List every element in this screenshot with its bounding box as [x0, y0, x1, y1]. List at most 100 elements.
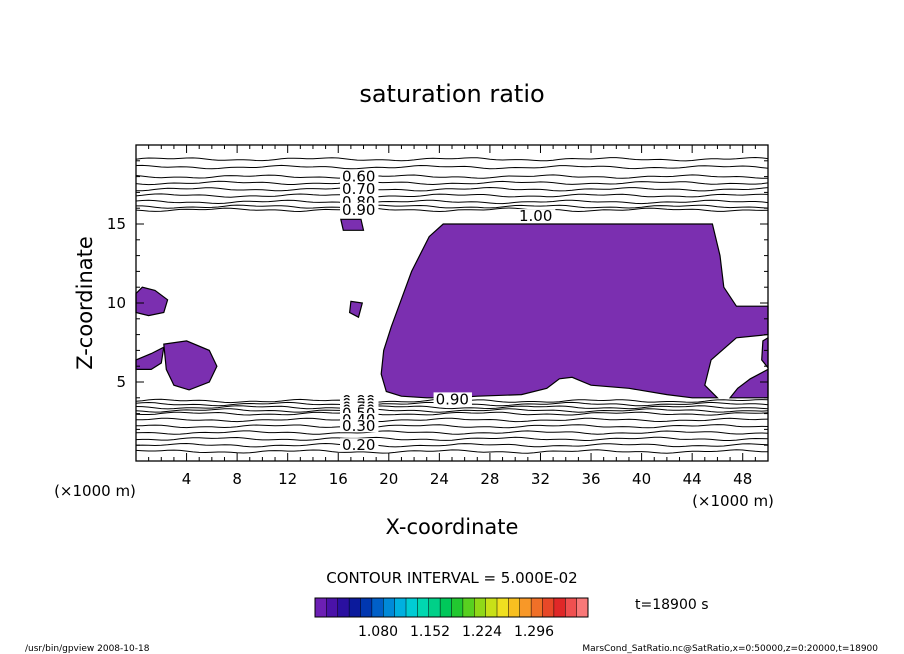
contour-lower-9 — [135, 442, 769, 448]
colorbar-cell — [519, 598, 532, 617]
x-tick-label: 16 — [329, 470, 348, 488]
contour-lower-8 — [135, 436, 769, 442]
contour-label-2-bg — [433, 392, 472, 406]
region-4 — [163, 340, 218, 391]
region-2 — [135, 286, 169, 317]
contour-lower-10 — [135, 449, 768, 454]
contour-label-lower-9-bg — [340, 438, 379, 452]
colorbar-cell — [360, 598, 373, 617]
chart-title: saturation ratio — [359, 80, 544, 108]
colorbar-tick-label: 1.296 — [514, 624, 554, 640]
colorbar-cell — [542, 598, 555, 617]
x-tick-label: 20 — [379, 470, 398, 488]
contour-lower-7 — [135, 430, 769, 435]
colorbar-cell — [394, 598, 407, 617]
colorbar-ticks: 1.080 1.152 1.224 1.296 — [358, 624, 554, 640]
contour-label-lower-9: 0.20 — [342, 436, 375, 454]
contour-label-upper-2-bg — [340, 169, 379, 183]
x-tick-label: 4 — [182, 470, 192, 488]
x-tick-label: 48 — [733, 470, 752, 488]
contour-upper-3 — [135, 180, 769, 186]
colorbar-cell — [383, 598, 396, 617]
colorbar-tick-label: 1.224 — [462, 624, 502, 640]
contour-lower-6 — [135, 424, 769, 429]
contour-upper-4 — [136, 186, 769, 192]
region-5 — [340, 218, 365, 231]
contour-label-1-bg — [516, 209, 556, 223]
contour-lower-2 — [135, 405, 769, 410]
x-axis-ticks: 4 8 12 16 20 24 28 32 36 40 44 48 — [148, 145, 756, 488]
colorbar-cell — [417, 598, 430, 617]
colorbar-cell — [474, 598, 487, 617]
x-tick-label: 36 — [581, 470, 600, 488]
colorbar-cell — [497, 598, 509, 617]
colorbar-cell — [508, 598, 521, 617]
contour-upper-5 — [135, 193, 769, 198]
x-unit-left: (×1000 m) — [54, 482, 136, 500]
contour-label-upper-8: 0.90 — [342, 201, 375, 219]
x-unit-right: (×1000 m) — [692, 492, 774, 510]
y-axis-label: Z-coordinate — [73, 236, 97, 370]
colorbar-cell — [576, 598, 589, 617]
time-label: t=18900 s — [635, 597, 709, 613]
colorbar-tick-label: 1.152 — [410, 624, 450, 640]
contour-lower-3 — [135, 408, 769, 413]
x-tick-label: 32 — [531, 470, 550, 488]
contour-labels: 0.600.700.800.900.900.800.700.600.500.40… — [340, 168, 556, 454]
contour-lower-5 — [136, 417, 769, 423]
x-tick-label: 40 — [632, 470, 651, 488]
x-tick-label: 12 — [278, 470, 297, 488]
contour-upper-1 — [135, 164, 769, 170]
colorbar-frame — [314, 597, 589, 618]
contour-label-lower-6: 0.30 — [342, 417, 375, 435]
colorbar-cell — [349, 598, 361, 617]
y-tick-label: 5 — [116, 373, 126, 391]
x-tick-label: 28 — [480, 470, 499, 488]
y-tick-label: 15 — [107, 215, 126, 233]
x-axis-label: X-coordinate — [386, 515, 519, 539]
footer-left: /usr/bin/gpview 2008-10-18 — [25, 644, 150, 654]
region-3 — [135, 346, 165, 370]
colorbar-cell — [337, 598, 350, 617]
x-tick-label: 24 — [430, 470, 449, 488]
colorbar-cell — [485, 598, 498, 617]
x-tick-label: 44 — [683, 470, 702, 488]
supersaturated-regions — [135, 218, 769, 399]
colorbar-tick-label: 1.080 — [358, 624, 398, 640]
contour-interval: CONTOUR INTERVAL = 5.000E-02 — [326, 569, 577, 587]
contour-label-2: 0.90 — [436, 390, 469, 408]
contour-label-upper-8-bg — [340, 202, 379, 216]
contour-upper-2 — [135, 174, 769, 179]
contour-lower-4 — [135, 411, 769, 416]
colorbar-cell — [462, 598, 475, 617]
contour-label-upper-4: 0.70 — [342, 180, 375, 198]
contour-upper-6 — [135, 199, 769, 205]
colorbar-cell — [553, 598, 566, 617]
x-tick-label: 8 — [232, 470, 242, 488]
contour-upper-8 — [135, 207, 769, 213]
region-7 — [761, 336, 769, 370]
contour-lines — [135, 156, 769, 454]
colorbar-cell — [315, 598, 327, 617]
colorbar-cell — [371, 598, 384, 617]
contour-label-upper-2: 0.60 — [342, 168, 375, 186]
contour-upper-7 — [136, 204, 769, 209]
colorbar-cell — [451, 598, 464, 617]
y-axis-ticks: 5 10 15 — [107, 160, 768, 446]
colorbar-cell — [406, 598, 418, 617]
region-1 — [728, 368, 769, 399]
footer-right: MarsCond_SatRatio.nc@SatRatio,x=0:50000,… — [582, 644, 878, 654]
contour-label-1: 1.00 — [519, 207, 552, 225]
colorbar-cell — [565, 598, 578, 617]
y-tick-label: 10 — [107, 294, 126, 312]
region-6 — [348, 300, 364, 319]
contour-label-upper-4-bg — [340, 182, 379, 196]
colorbar-cell — [440, 598, 452, 617]
colorbar-cell — [428, 598, 441, 617]
colorbar-cell — [531, 598, 543, 617]
contour-upper-0 — [135, 156, 769, 162]
contour-label-lower-6-bg — [340, 419, 379, 433]
colorbar-cell — [326, 598, 339, 617]
colorbar — [315, 598, 589, 617]
